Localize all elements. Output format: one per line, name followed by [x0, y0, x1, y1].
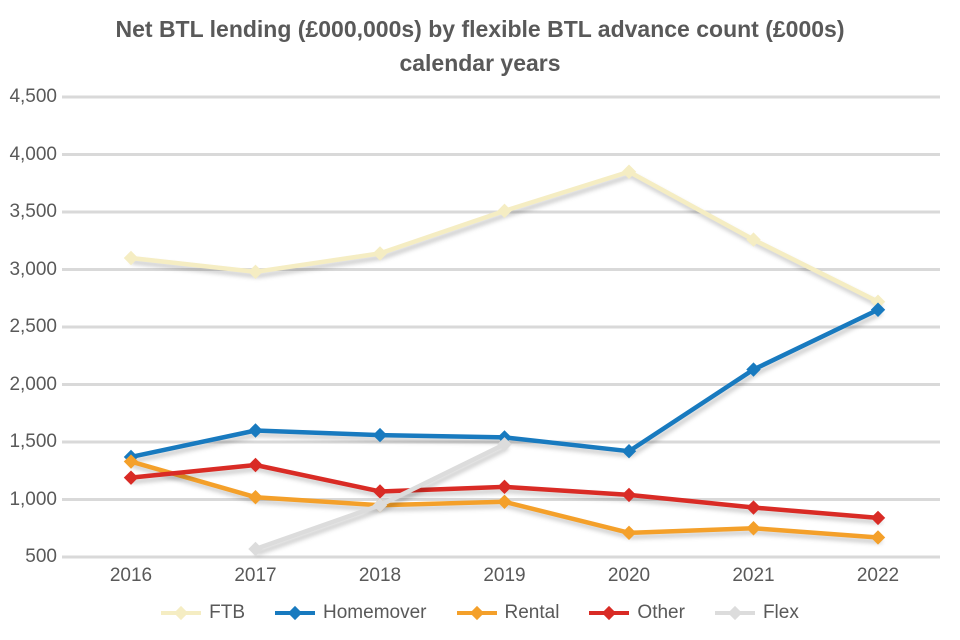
legend-item-other: Other — [589, 602, 685, 624]
series-marker — [372, 498, 388, 513]
chart-subtitle: calendar years — [399, 50, 561, 76]
y-tick-label: 4,500 — [9, 86, 57, 107]
legend-line-swatch — [714, 605, 755, 621]
legend-diamond-marker-icon — [602, 605, 617, 621]
legend-label: Flex — [762, 602, 799, 623]
legend-item-ftb: FTB — [161, 602, 245, 624]
series-marker — [372, 484, 388, 499]
series-line — [128, 169, 881, 304]
y-tick-label: 2,500 — [9, 316, 57, 337]
x-tick-label: 2016 — [109, 565, 153, 586]
legend-item-homemover: Homemover — [275, 602, 427, 624]
series-marker — [870, 510, 886, 526]
legend-label: Homemover — [323, 602, 427, 623]
y-tick-label: 3,500 — [9, 201, 57, 222]
series-marker — [372, 246, 388, 261]
x-tick-label: 2022 — [856, 565, 900, 586]
x-tick-label: 2021 — [732, 565, 775, 586]
legend-label: Other — [637, 602, 685, 623]
series-ftb — [123, 164, 886, 309]
series-marker — [123, 250, 139, 266]
legend-line-swatch — [161, 605, 202, 621]
legend-diamond-marker-icon — [287, 605, 303, 621]
chart-title: Net BTL lending (£000,000s) by flexible … — [115, 16, 845, 42]
series-marker — [248, 489, 263, 505]
legend-label: Rental — [504, 602, 560, 623]
legend-line-swatch — [275, 605, 316, 621]
series-marker — [621, 525, 637, 541]
legend-diamond-marker-icon — [469, 605, 484, 621]
series-marker — [497, 494, 512, 510]
series-marker — [123, 470, 139, 485]
y-tick-label: 2,000 — [9, 373, 57, 395]
x-tick-label: 2018 — [358, 565, 402, 586]
legend-item-flex: Flex — [714, 602, 799, 624]
series-marker — [248, 457, 263, 473]
series-marker — [870, 302, 886, 317]
legend-diamond-marker-icon — [727, 605, 743, 621]
legend: FTB Homemover Rental Other Flex — [0, 602, 960, 624]
series-marker — [746, 500, 761, 515]
y-tick-label: 1,000 — [9, 488, 57, 510]
legend-line-swatch — [456, 605, 497, 621]
series-marker — [123, 454, 139, 469]
legend-label: FTB — [209, 602, 246, 623]
legend-line-swatch — [589, 605, 630, 621]
y-tick-label: 500 — [25, 546, 57, 567]
series-marker — [248, 264, 263, 280]
series-marker — [870, 530, 886, 545]
y-tick-label: 4,000 — [9, 143, 57, 165]
legend-item-rental: Rental — [456, 602, 560, 624]
series-marker — [497, 479, 512, 495]
x-tick-label: 2019 — [483, 565, 526, 586]
series-marker — [497, 437, 512, 452]
series-marker — [372, 427, 388, 443]
series-marker — [497, 203, 512, 219]
legend-diamond-marker-icon — [174, 605, 189, 621]
x-tick-label: 2017 — [234, 565, 277, 586]
series-marker — [746, 521, 761, 536]
x-tick-label: 2020 — [607, 565, 651, 586]
y-tick-label: 1,500 — [9, 431, 57, 452]
series-marker — [248, 423, 263, 438]
series-marker — [248, 541, 263, 557]
y-tick-label: 3,000 — [9, 258, 57, 280]
